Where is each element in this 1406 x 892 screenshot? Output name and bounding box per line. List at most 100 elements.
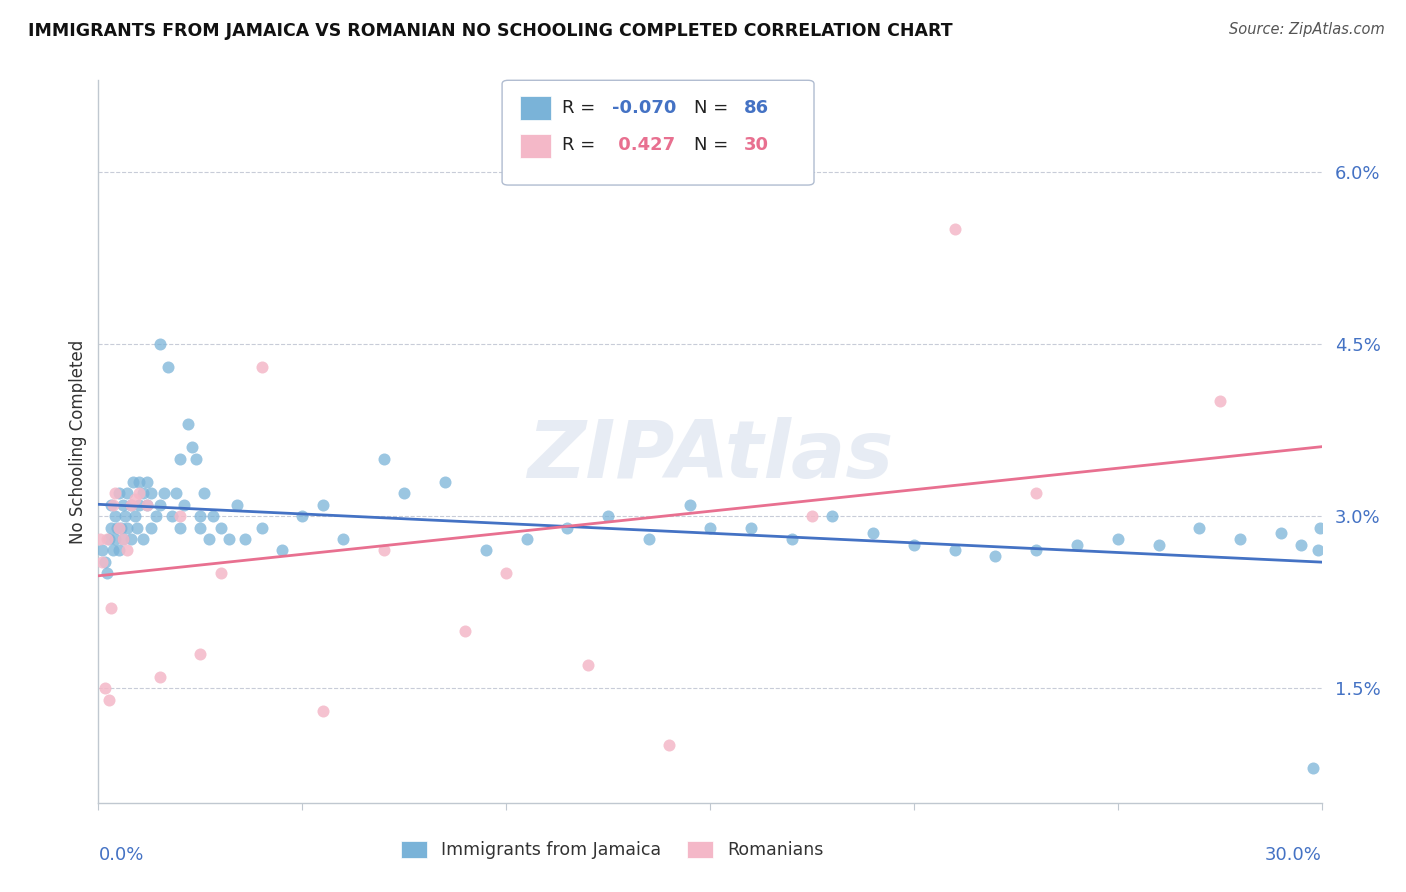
Point xyxy=(943,222,966,236)
Point xyxy=(270,543,294,558)
Point xyxy=(160,509,183,524)
Text: R =: R = xyxy=(562,99,600,117)
Point xyxy=(1309,520,1331,534)
Point xyxy=(474,543,498,558)
Point xyxy=(780,532,803,546)
Point xyxy=(209,566,232,581)
Point xyxy=(104,486,127,500)
Point xyxy=(128,475,150,489)
Point xyxy=(136,498,159,512)
Point xyxy=(132,532,155,546)
Point xyxy=(188,509,212,524)
Point xyxy=(132,486,155,500)
Point xyxy=(1107,532,1129,546)
Point xyxy=(596,509,619,524)
Point xyxy=(943,543,966,558)
Point xyxy=(1306,543,1329,558)
Text: N =: N = xyxy=(695,99,734,117)
Point xyxy=(699,520,721,534)
Point xyxy=(1302,761,1324,775)
Point xyxy=(1270,526,1292,541)
Text: IMMIGRANTS FROM JAMAICA VS ROMANIAN NO SCHOOLING COMPLETED CORRELATION CHART: IMMIGRANTS FROM JAMAICA VS ROMANIAN NO S… xyxy=(28,22,953,40)
Point xyxy=(1229,532,1251,546)
Point xyxy=(104,509,127,524)
Point xyxy=(128,498,150,512)
Point xyxy=(1208,394,1232,409)
Point xyxy=(124,509,146,524)
Point xyxy=(100,600,122,615)
Point xyxy=(115,520,138,534)
Point xyxy=(114,509,136,524)
Point xyxy=(122,475,145,489)
Point xyxy=(250,520,273,534)
Point xyxy=(145,509,167,524)
Point xyxy=(108,520,131,534)
Point xyxy=(903,538,925,552)
Point xyxy=(120,532,142,546)
Point xyxy=(128,486,150,500)
Point xyxy=(1025,486,1047,500)
Text: 30.0%: 30.0% xyxy=(1265,847,1322,864)
Point xyxy=(156,359,179,374)
Point xyxy=(1188,520,1211,534)
Text: 0.0%: 0.0% xyxy=(98,847,143,864)
Point xyxy=(186,451,208,466)
Point xyxy=(89,532,111,546)
Point xyxy=(576,658,599,673)
Point xyxy=(433,475,456,489)
Point xyxy=(177,417,200,432)
Text: Source: ZipAtlas.com: Source: ZipAtlas.com xyxy=(1229,22,1385,37)
Point xyxy=(373,543,395,558)
Point xyxy=(373,451,395,466)
Point xyxy=(120,498,142,512)
Point xyxy=(152,486,174,500)
Point xyxy=(1025,543,1047,558)
Point xyxy=(218,532,240,546)
Point xyxy=(862,526,884,541)
Point xyxy=(101,543,124,558)
Point xyxy=(555,520,579,534)
Text: 86: 86 xyxy=(744,99,769,117)
Point xyxy=(197,532,219,546)
Point xyxy=(226,498,249,512)
Point xyxy=(495,566,517,581)
Point xyxy=(169,520,191,534)
Point xyxy=(169,509,191,524)
Point xyxy=(149,498,172,512)
Point xyxy=(454,624,477,638)
Point xyxy=(111,532,134,546)
Point xyxy=(516,532,538,546)
Point xyxy=(181,440,204,454)
Point xyxy=(173,498,195,512)
Y-axis label: No Schooling Completed: No Schooling Completed xyxy=(69,340,87,543)
Text: R =: R = xyxy=(562,136,600,154)
Point xyxy=(93,681,115,695)
Point xyxy=(124,491,146,506)
Point xyxy=(821,509,844,524)
Point xyxy=(165,486,187,500)
Point xyxy=(149,670,172,684)
Point xyxy=(136,475,159,489)
Point xyxy=(740,520,762,534)
Point xyxy=(115,486,138,500)
Point xyxy=(392,486,416,500)
Point xyxy=(111,498,134,512)
Point xyxy=(169,451,191,466)
Text: -0.070: -0.070 xyxy=(612,99,676,117)
FancyBboxPatch shape xyxy=(520,96,551,120)
Point xyxy=(312,704,335,718)
Point xyxy=(127,520,149,534)
Legend: Immigrants from Jamaica, Romanians: Immigrants from Jamaica, Romanians xyxy=(394,834,831,866)
FancyBboxPatch shape xyxy=(502,80,814,185)
Point xyxy=(193,486,215,500)
Point xyxy=(188,520,212,534)
Point xyxy=(108,486,131,500)
Point xyxy=(91,555,114,569)
Point xyxy=(658,739,681,753)
Point xyxy=(141,486,163,500)
Text: ZIPAtlas: ZIPAtlas xyxy=(527,417,893,495)
Point xyxy=(188,647,212,661)
Text: 30: 30 xyxy=(744,136,769,154)
Point xyxy=(209,520,232,534)
Point xyxy=(141,520,163,534)
